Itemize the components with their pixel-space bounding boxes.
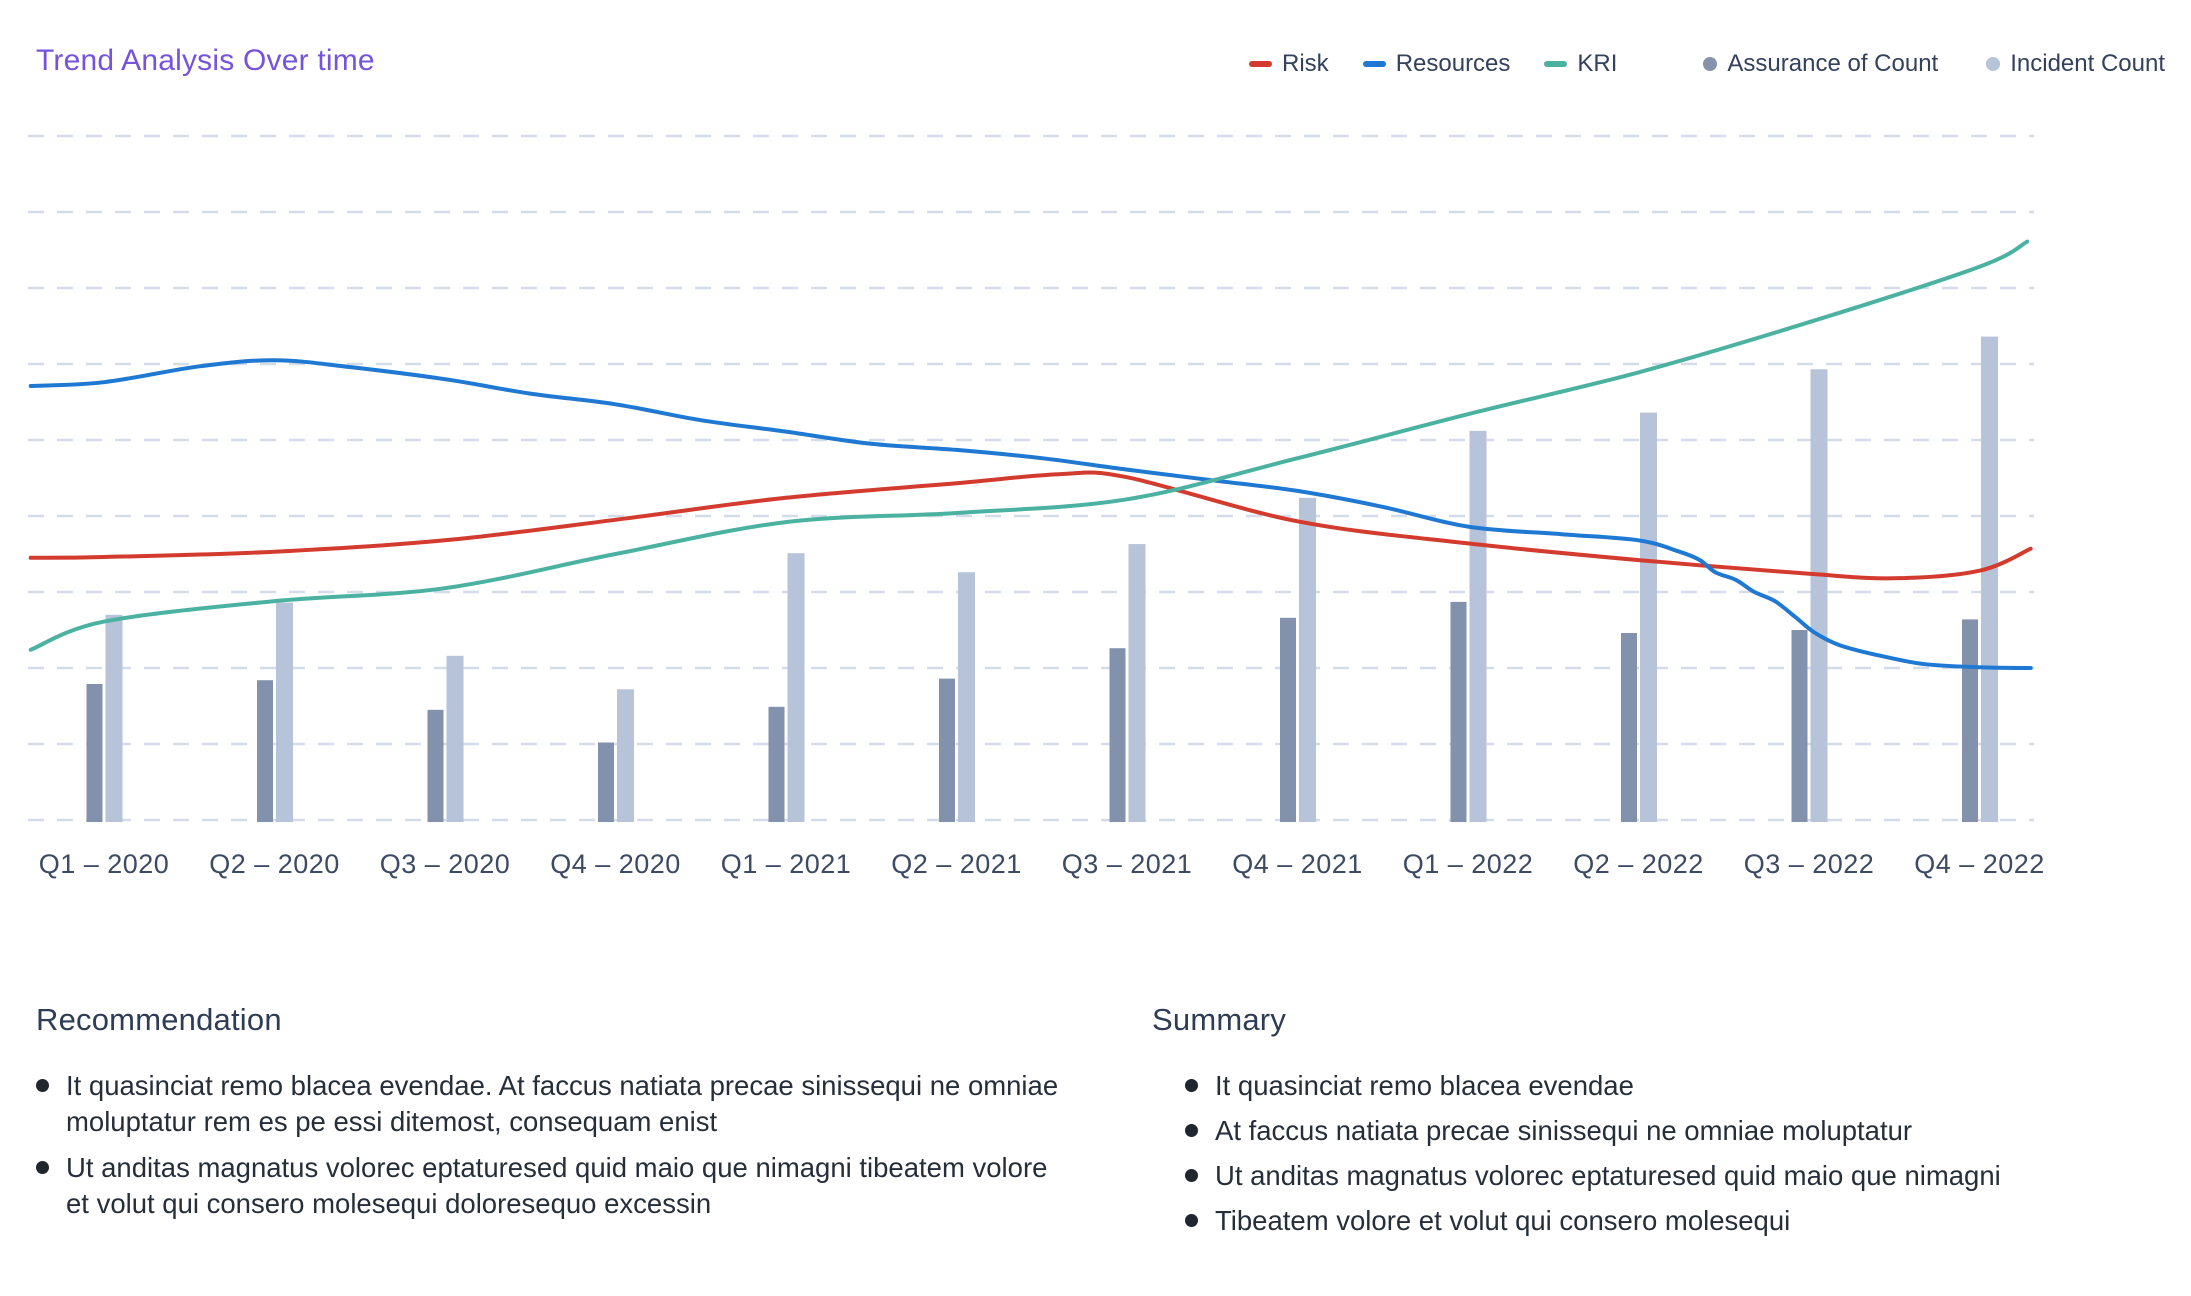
bar-assurance-q4-2020[interactable] (598, 742, 614, 823)
bullet-text: It quasinciat remo blacea evendae (1215, 1070, 1634, 1101)
legend-item-label: Incident Count (2010, 50, 2165, 77)
bar-incident-q2-2022[interactable] (1640, 412, 1657, 822)
bar-assurance-q3-2020[interactable] (427, 709, 444, 822)
summary-list: It quasinciat remo blacea evendae At facc… (1152, 1068, 2162, 1239)
bullet-text: Tibeatem volore et volut qui consero mol… (1215, 1205, 1791, 1236)
bar-assurance-q2-2021[interactable] (939, 678, 955, 822)
line-kri[interactable] (28, 239, 2030, 652)
legend-item-kri[interactable]: KRI (1544, 50, 1617, 78)
bar-assurance-q2-2020[interactable] (257, 680, 273, 822)
x-axis-label: Q1 – 2020 (39, 849, 170, 879)
bullet-icon (36, 1161, 49, 1174)
bar-groups (86, 336, 1998, 823)
bar-incident-q1-2022[interactable] (1469, 430, 1487, 822)
recommendation-heading: Recommendation (36, 1002, 282, 1037)
bar-assurance-q4-2021[interactable] (1280, 617, 1296, 822)
bullet-text: At faccus natiata precae sinissequi ne o… (1215, 1115, 1913, 1146)
bar-assurance-q1-2020[interactable] (86, 684, 103, 822)
x-axis-label: Q1 – 2022 (1403, 849, 1534, 879)
bullet-icon (1185, 1124, 1198, 1137)
bullet-icon (36, 1079, 49, 1092)
bullet-text: Ut anditas magnatus volorec eptaturesed … (66, 1152, 1048, 1219)
bar-incident-q1-2020[interactable] (105, 614, 123, 822)
legend-dot-swatch-icon (1986, 57, 2001, 71)
legend-line-swatch-icon (1249, 61, 1273, 67)
bullet-icon (1185, 1214, 1198, 1227)
list-item: It quasinciat remo blacea evendae. At fa… (36, 1068, 1076, 1140)
bar-assurance-q3-2022[interactable] (1791, 630, 1808, 822)
list-item: At faccus natiata precae sinissequi ne o… (1185, 1113, 2162, 1149)
legend-item-label: Resources (1395, 50, 1511, 77)
x-axis-label: Q1 – 2021 (721, 849, 852, 879)
legend-item-assurance-of-count[interactable]: Assurance of Count (1703, 50, 1938, 78)
list-item: Ut anditas magnatus volorec eptaturesed … (1185, 1158, 2162, 1194)
x-axis-label: Q4 – 2020 (550, 849, 681, 879)
x-axis-label: Q3 – 2020 (380, 849, 511, 879)
bar-assurance-q3-2021[interactable] (1109, 648, 1126, 822)
legend-item-label: Assurance of Count (1727, 50, 1939, 77)
bar-incident-q3-2021[interactable] (1128, 544, 1146, 822)
x-axis-label: Q3 – 2021 (1062, 849, 1193, 879)
summary-section: Summary It quasinciat remo blacea evenda… (1152, 1002, 2162, 1248)
legend-item-label: KRI (1577, 50, 1618, 77)
bar-incident-q4-2022[interactable] (1981, 336, 1998, 822)
recommendation-section: Recommendation It quasinciat remo blacea… (36, 1002, 1076, 1232)
bar-incident-q4-2020[interactable] (617, 689, 634, 822)
summary-heading: Summary (1152, 1002, 1287, 1037)
x-axis-label: Q2 – 2020 (209, 849, 340, 879)
trend-chart: Q1 – 2020 Q2 – 2020 Q3 – 2020 Q4 – 2020 Q1 –… (28, 134, 2045, 879)
list-item: Tibeatem volore et volut qui consero mol… (1185, 1203, 2162, 1239)
bullet-text: It quasinciat remo blacea evendae. At fa… (66, 1070, 1059, 1137)
legend-dot-swatch-icon (1703, 57, 1718, 71)
legend-item-resources[interactable]: Resources (1362, 50, 1511, 78)
page-title: Trend Analysis Over time (36, 44, 375, 77)
x-axis-label: Q2 – 2022 (1573, 849, 1704, 879)
bar-assurance-q1-2021[interactable] (768, 706, 785, 822)
legend-item-incident-count[interactable]: Incident Count (1986, 50, 2165, 78)
bullet-icon (1185, 1079, 1198, 1092)
chart-legend: Risk Resources KRI Assurance of Count Incide… (1249, 50, 2165, 78)
line-risk[interactable] (28, 470, 2033, 581)
recommendation-list: It quasinciat remo blacea evendae. At fa… (36, 1068, 1076, 1222)
list-item: It quasinciat remo blacea evendae (1185, 1068, 2162, 1104)
line-series (28, 239, 2033, 670)
legend-line-swatch-icon (1362, 61, 1386, 67)
bar-incident-q1-2021[interactable] (787, 553, 805, 822)
bar-assurance-q4-2022[interactable] (1962, 619, 1978, 822)
line-resources[interactable] (28, 358, 2033, 670)
legend-line-swatch-icon (1544, 61, 1568, 67)
bar-incident-q4-2021[interactable] (1299, 497, 1316, 822)
trend-chart-canvas: Q1 – 2020 Q2 – 2020 Q3 – 2020 Q4 – 2020 Q1 –… (28, 134, 2045, 879)
bar-incident-q2-2020[interactable] (276, 602, 293, 822)
bar-assurance-q2-2022[interactable] (1621, 633, 1637, 822)
list-item: Ut anditas magnatus volorec eptaturesed … (36, 1150, 1076, 1222)
bullet-text: Ut anditas magnatus volorec eptaturesed … (1215, 1160, 2001, 1191)
x-axis-labels: Q1 – 2020 Q2 – 2020 Q3 – 2020 Q4 – 2020 Q1 –… (39, 849, 2045, 879)
bar-incident-q3-2022[interactable] (1810, 369, 1828, 822)
legend-item-label: Risk (1282, 50, 1329, 77)
bullet-icon (1185, 1169, 1198, 1182)
x-axis-label: Q3 – 2022 (1744, 849, 1875, 879)
bar-incident-q3-2020[interactable] (446, 655, 464, 822)
x-axis-label: Q4 – 2022 (1914, 849, 2045, 879)
x-axis-label: Q4 – 2021 (1232, 849, 1363, 879)
legend-item-risk[interactable]: Risk (1249, 50, 1329, 78)
bar-assurance-q1-2022[interactable] (1450, 601, 1467, 822)
bar-incident-q2-2021[interactable] (958, 572, 975, 822)
gridlines (28, 134, 2034, 822)
x-axis-label: Q2 – 2021 (891, 849, 1022, 879)
